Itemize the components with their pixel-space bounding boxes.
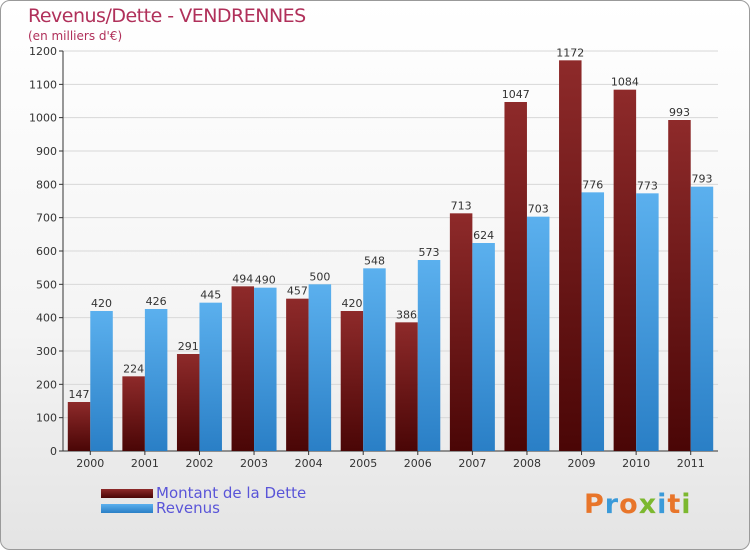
- bar-dette-2004: [286, 298, 309, 451]
- data-label-revenus: 773: [637, 179, 658, 192]
- data-label-dette: 1084: [611, 76, 639, 89]
- legend-swatch-dette: [101, 489, 153, 498]
- bar-dette-2011: [668, 120, 691, 451]
- logo-letter: r: [604, 489, 620, 520]
- x-tick-label: 2009: [568, 457, 596, 470]
- x-tick-label: 2000: [76, 457, 104, 470]
- bar-revenus-2001: [144, 309, 168, 451]
- data-label-revenus: 776: [582, 178, 603, 191]
- bar-dette-2001: [122, 376, 145, 451]
- bar-dette-2000: [67, 402, 91, 451]
- data-label-revenus: 573: [419, 246, 440, 259]
- bar-dette-2008: [504, 102, 527, 451]
- bar-revenus-2003: [254, 287, 277, 451]
- bar-dette-2006: [395, 322, 418, 451]
- data-label-dette: 291: [178, 340, 199, 353]
- x-tick-label: 2005: [349, 457, 377, 470]
- bar-revenus-2008: [526, 216, 550, 451]
- proxiti-logo: Proxiti: [584, 489, 692, 520]
- data-label-revenus: 490: [255, 274, 276, 287]
- bar-dette-2009: [559, 60, 582, 451]
- bar-dette-2003: [231, 286, 255, 451]
- bar-revenus-2009: [581, 192, 605, 452]
- y-tick-label: 700: [36, 212, 57, 225]
- data-label-revenus: 793: [691, 173, 712, 186]
- data-label-dette: 713: [451, 199, 472, 212]
- data-label-dette: 494: [232, 272, 253, 285]
- x-tick-label: 2003: [240, 457, 268, 470]
- bar-revenus-2000: [90, 311, 113, 451]
- bar-revenus-2010: [636, 193, 659, 452]
- legend-label-dette: Montant de la Dette: [156, 484, 307, 502]
- chart-subtitle: (en milliers d'€): [28, 29, 123, 43]
- y-tick-label: 100: [36, 412, 57, 425]
- y-tick-label: 500: [36, 278, 57, 291]
- x-tick-label: 2011: [677, 457, 705, 470]
- logo-letter: P: [584, 489, 605, 520]
- logo-letter: i: [657, 489, 668, 520]
- data-label-revenus: 624: [473, 229, 494, 242]
- y-tick-label: 600: [36, 245, 57, 258]
- legend: Montant de la Dette Revenus: [101, 486, 306, 516]
- data-label-revenus: 500: [309, 270, 330, 283]
- bar-revenus-2007: [472, 243, 495, 451]
- y-tick-label: 300: [36, 345, 57, 358]
- logo-letter: x: [638, 489, 658, 520]
- data-label-dette: 993: [669, 106, 690, 119]
- data-label-dette: 1047: [502, 88, 530, 101]
- logo-letter: i: [681, 489, 692, 520]
- bar-revenus-2002: [199, 302, 222, 451]
- legend-item-revenus: Revenus: [101, 501, 306, 516]
- legend-item-dette: Montant de la Dette: [101, 486, 306, 501]
- x-tick-label: 2006: [404, 457, 432, 470]
- legend-label-revenus: Revenus: [156, 499, 220, 517]
- bar-dette-2005: [340, 311, 364, 451]
- data-label-revenus: 426: [146, 295, 167, 308]
- data-label-dette: 457: [287, 285, 308, 298]
- bar-revenus-2006: [417, 260, 441, 451]
- x-tick-label: 2008: [513, 457, 541, 470]
- data-label-dette: 224: [123, 362, 144, 375]
- x-tick-label: 2007: [458, 457, 486, 470]
- logo-letter: o: [619, 489, 639, 520]
- x-tick-label: 2010: [622, 457, 650, 470]
- y-tick-label: 1100: [29, 78, 57, 91]
- chart-title: Revenus/Dette - VENDRENNES: [28, 5, 306, 27]
- data-label-dette: 420: [341, 297, 362, 310]
- bar-dette-2002: [176, 354, 200, 451]
- data-label-revenus: 703: [528, 203, 549, 216]
- y-tick-label: 800: [36, 178, 57, 191]
- data-label-dette: 147: [69, 388, 90, 401]
- y-tick-label: 200: [36, 378, 57, 391]
- data-label-dette: 386: [396, 308, 417, 321]
- bar-dette-2010: [613, 89, 637, 452]
- data-label-revenus: 420: [91, 297, 112, 310]
- bar-revenus-2004: [308, 284, 332, 451]
- x-tick-label: 2002: [185, 457, 213, 470]
- legend-swatch-revenus: [101, 504, 153, 513]
- y-tick-label: 1200: [29, 45, 57, 58]
- bar-revenus-2011: [690, 186, 714, 451]
- y-tick-label: 400: [36, 312, 57, 325]
- y-tick-label: 1000: [29, 112, 57, 125]
- x-tick-label: 2004: [295, 457, 323, 470]
- y-tick-label: 0: [50, 445, 57, 458]
- data-label-revenus: 548: [364, 254, 385, 267]
- bar-revenus-2005: [363, 268, 386, 451]
- bar-dette-2007: [449, 213, 473, 451]
- data-label-dette: 1172: [556, 46, 584, 59]
- x-tick-label: 2001: [131, 457, 159, 470]
- data-label-revenus: 445: [200, 289, 221, 302]
- y-tick-label: 900: [36, 145, 57, 158]
- logo-letter: t: [667, 489, 682, 520]
